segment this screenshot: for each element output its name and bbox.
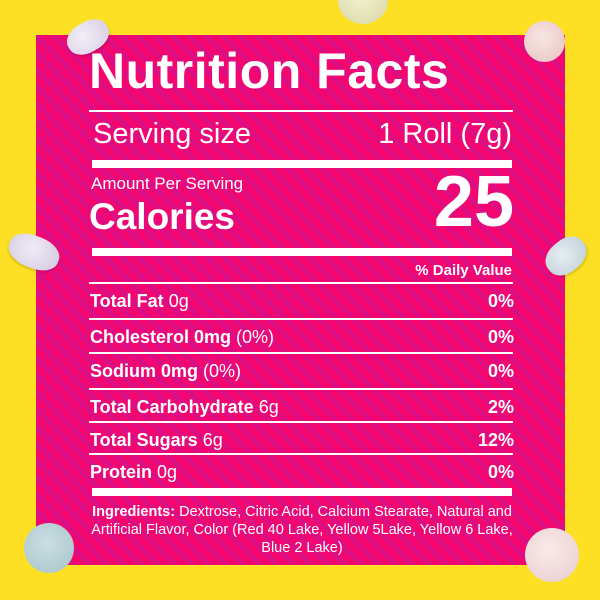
amount-per-serving-label: Amount Per Serving (91, 174, 244, 193)
calories-divider (92, 248, 512, 256)
nutrient-name: Protein (90, 461, 153, 482)
nutrient-daily-value: 0% (487, 461, 514, 482)
row-divider (89, 421, 513, 423)
nutrition-facts-panel (36, 35, 565, 565)
nutrient-row-protein: Protein 0g 0% (90, 455, 514, 489)
serving-divider (92, 160, 512, 168)
nutrient-row-total-carbohydrate: Total Carbohydrate 6g 2% (90, 390, 514, 424)
nutrient-name: Total Sugars (90, 429, 198, 450)
nutrient-name: Sodium 0mg (90, 360, 199, 381)
nutrient-name: Total Carbohydrate (90, 396, 254, 417)
serving-size-label: Serving size (93, 118, 251, 150)
title-divider (89, 110, 513, 112)
nutrient-amount: (0%) (236, 326, 275, 347)
candy-decoration-bottom-right (525, 528, 579, 582)
row-divider (89, 388, 513, 390)
ingredients-text: Dextrose, Citric Acid, Calcium Stearate,… (91, 504, 513, 556)
nutrient-amount: 0g (157, 461, 178, 482)
row-divider (89, 352, 513, 354)
ingredients-statement: Ingredients: Dextrose, Citric Acid, Calc… (90, 503, 514, 557)
row-divider (89, 318, 513, 320)
daily-value-header: % Daily Value (415, 262, 512, 279)
nutrient-amount: (0%) (203, 360, 242, 381)
label-title: Nutrition Facts (89, 43, 450, 99)
candy-decoration-top-center (338, 0, 388, 24)
nutrient-amount: 6g (202, 429, 223, 450)
dv-divider (89, 282, 513, 284)
nutrient-name: Total Fat (90, 290, 164, 311)
nutrient-daily-value: 0% (487, 360, 514, 381)
nutrient-row-cholesterol: Cholesterol 0mg (0%) 0% (90, 320, 514, 354)
ingredients-label: Ingredients: (92, 504, 176, 520)
row-divider (89, 453, 513, 455)
nutrient-daily-value: 0% (487, 290, 514, 311)
nutrient-row-sodium: Sodium 0mg (0%) 0% (90, 354, 514, 388)
serving-size-value: 1 Roll (7g) (378, 118, 512, 150)
candy-decoration-bottom-left (24, 523, 74, 573)
nutrient-row-total-sugars: Total Sugars 6g 12% (90, 423, 514, 457)
nutrient-daily-value: 12% (477, 429, 514, 450)
nutrient-daily-value: 0% (487, 326, 514, 347)
ingredients-divider (92, 488, 512, 496)
nutrient-name: Cholesterol 0mg (90, 326, 232, 347)
nutrient-amount: 0g (168, 290, 189, 311)
calories-label: Calories (89, 196, 236, 237)
candy-decoration-top-right (524, 21, 565, 62)
nutrient-daily-value: 2% (487, 396, 514, 417)
nutrient-amount: 6g (258, 396, 279, 417)
calories-value: 25 (433, 162, 514, 242)
nutrient-row-total-fat: Total Fat 0g 0% (90, 284, 514, 318)
